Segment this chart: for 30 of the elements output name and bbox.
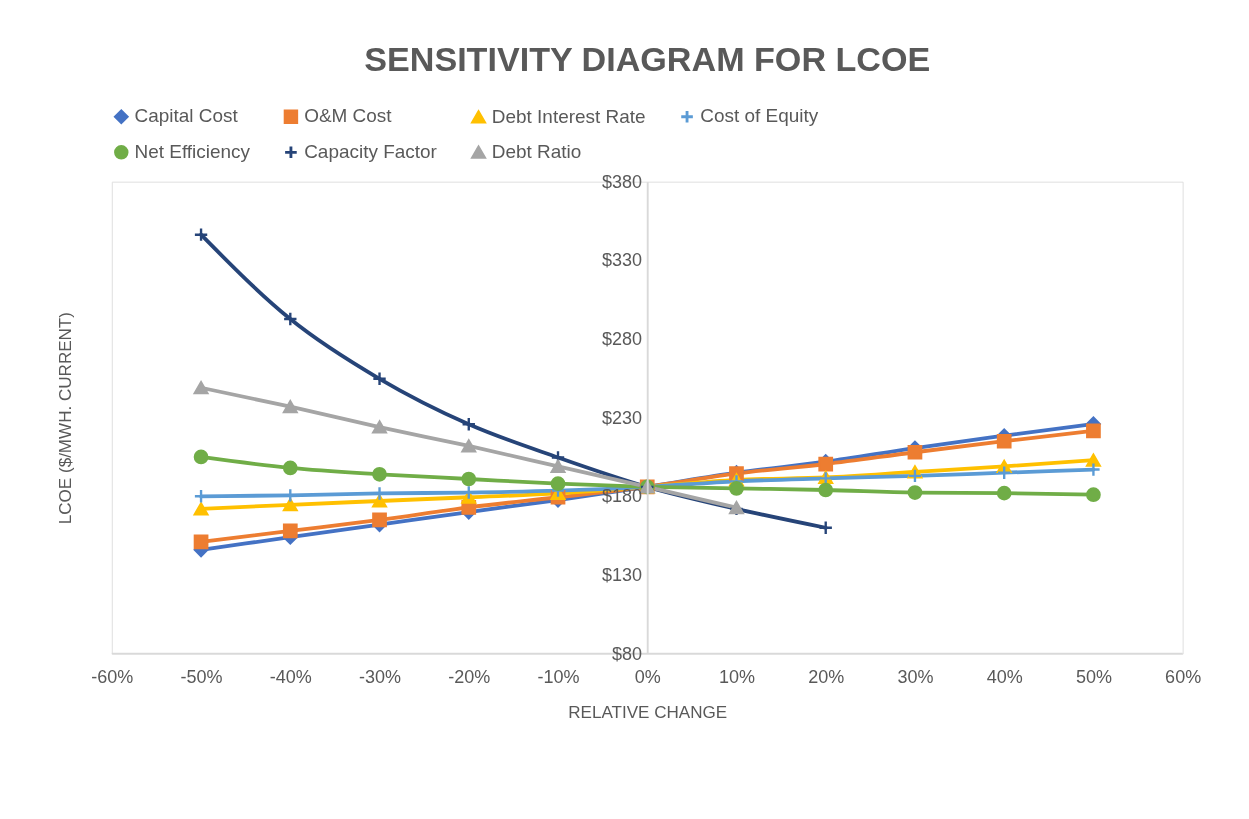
x-tick-label: 30% <box>897 667 934 688</box>
legend-label: Capacity Factor <box>304 140 437 162</box>
y-tick-label: $180 <box>601 486 643 507</box>
chart-title: SENSITIVITY DIAGRAM FOR LCOE <box>364 39 931 78</box>
x-tick-label: -10% <box>537 667 580 688</box>
y-tick-label: $280 <box>601 329 643 350</box>
y-tick-label: $230 <box>601 407 643 428</box>
x-tick-label: -60% <box>91 667 134 688</box>
legend-label: Debt Interest Rate <box>491 105 646 127</box>
legend-label: Debt Ratio <box>491 140 582 162</box>
y-tick-label: $330 <box>601 250 643 271</box>
legend-label: O&M Cost <box>304 105 393 127</box>
x-tick-label: -40% <box>269 667 312 688</box>
x-tick-label: 60% <box>1165 667 1202 688</box>
x-tick-label: 0% <box>634 667 661 688</box>
legend-label: Net Efficiency <box>134 140 251 162</box>
y-tick-label: $130 <box>601 565 643 586</box>
x-tick-label: 50% <box>1075 667 1112 688</box>
y-tick-label: $80 <box>611 643 643 664</box>
x-tick-label: 10% <box>718 667 755 688</box>
x-tick-label: -30% <box>358 667 402 688</box>
legend-label: Cost of Equity <box>700 105 819 127</box>
x-tick-label: -50% <box>180 667 223 688</box>
y-tick-label: $380 <box>601 171 643 192</box>
x-tick-label: 40% <box>986 667 1023 688</box>
x-tick-label: -20% <box>448 667 491 688</box>
y-axis-title: LCOE ($/MWH. CURRENT) <box>55 312 75 525</box>
x-axis-title: RELATIVE CHANGE <box>568 702 728 722</box>
legend-label: Capital Cost <box>134 105 239 127</box>
x-tick-label: 20% <box>808 667 845 688</box>
